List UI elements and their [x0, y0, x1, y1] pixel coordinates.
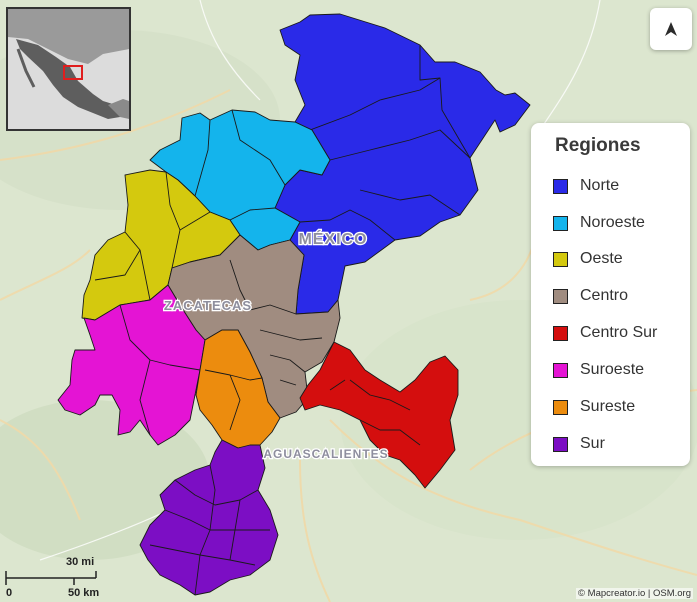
legend-item-centro[interactable]: Centro [553, 285, 628, 307]
legend-swatch [553, 436, 568, 452]
legend-swatch [553, 215, 568, 231]
legend-panel: Regiones Norte Noroeste Oeste Centro Cen… [531, 123, 690, 466]
legend-label: Centro [580, 287, 629, 304]
region-sureste[interactable] [195, 329, 281, 449]
legend-label: Sur [580, 435, 605, 452]
map-attribution[interactable]: © Mapcreator.io | OSM.org [576, 588, 693, 599]
region-suroeste[interactable] [57, 284, 206, 446]
legend-label: Suroeste [580, 361, 645, 378]
state-label-mexico: MÉXICO [298, 229, 367, 248]
legend-label: Sureste [580, 398, 636, 415]
legend-swatch [553, 325, 568, 341]
inset-focus-box [63, 65, 83, 80]
legend-swatch [553, 288, 568, 304]
inset-map-graphic [8, 9, 129, 129]
region-noroeste[interactable] [149, 109, 331, 251]
legend-swatch [553, 178, 568, 194]
scale-miles-label: 30 mi [66, 556, 95, 568]
inset-locator-map [6, 7, 131, 131]
legend-title: Regiones [555, 135, 641, 156]
state-label-zacatecas: ZACATECAS [164, 298, 252, 313]
scale-bar: 30 mi 0 50 km [4, 556, 124, 600]
legend-swatch [553, 362, 568, 378]
scale-km-label: 50 km [68, 587, 100, 599]
scale-bar-graphic [5, 571, 97, 585]
north-arrow-icon [665, 22, 677, 36]
legend-item-norte[interactable]: Norte [553, 175, 619, 197]
legend-item-centro-sur[interactable]: Centro Sur [553, 322, 657, 344]
roads [0, 89, 697, 602]
north-arrow-button[interactable] [650, 8, 692, 50]
legend-swatch [553, 251, 568, 267]
legend-label: Oeste [580, 250, 623, 267]
legend-label: Noroeste [580, 214, 645, 231]
legend-item-sur[interactable]: Sur [553, 433, 605, 455]
state-label-aguascalientes: AGUASCALIENTES [263, 447, 388, 461]
legend-item-noroeste[interactable]: Noroeste [553, 212, 645, 234]
region-centro-sur[interactable] [299, 341, 459, 489]
region-sur[interactable] [139, 439, 279, 596]
legend-item-oeste[interactable]: Oeste [553, 248, 623, 270]
scale-zero-label: 0 [6, 587, 13, 599]
legend-item-sureste[interactable]: Sureste [553, 396, 635, 418]
legend-item-suroeste[interactable]: Suroeste [553, 359, 644, 381]
legend-label: Centro Sur [580, 324, 658, 341]
legend-label: Norte [580, 177, 620, 194]
legend-swatch [553, 399, 568, 415]
